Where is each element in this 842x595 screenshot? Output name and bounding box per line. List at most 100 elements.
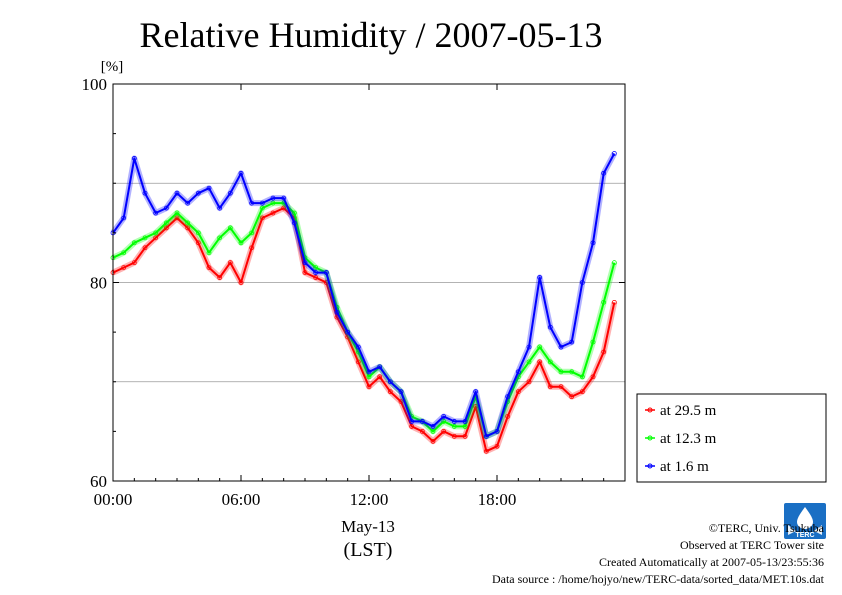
data-point (430, 428, 436, 434)
footer-source: Data source : /home/hojyo/new/TERC-data/… (491, 572, 824, 586)
data-point (131, 240, 137, 246)
data-point (163, 225, 169, 231)
axis-ticks: 60 80 100 00:00 06:00 12:00 18:00 (82, 75, 626, 509)
data-point (217, 275, 223, 280)
data-point (227, 225, 233, 231)
data-point (611, 299, 617, 305)
series-band (111, 205, 618, 455)
data-point (558, 344, 564, 350)
data-point (259, 215, 265, 221)
data-point (579, 374, 585, 380)
series-at-1-6-m (110, 151, 617, 440)
data-point (611, 151, 617, 156)
data-point (142, 190, 148, 196)
data-point (526, 344, 532, 350)
series-line (112, 202, 616, 438)
data-point (505, 414, 511, 419)
data-point (131, 156, 137, 161)
data-point (281, 195, 287, 201)
footer-created: Created Automatically at 2007-05-13/23:5… (599, 555, 824, 569)
x-axis-unit: (LST) (344, 539, 393, 561)
data-point (441, 419, 447, 424)
chart-title: Relative Humidity / 2007-05-13 (139, 15, 603, 55)
data-point (387, 389, 393, 395)
data-point (526, 379, 532, 385)
data-point (174, 215, 180, 221)
data-point (579, 389, 585, 395)
data-point (270, 210, 276, 216)
terc-logo: TERC (784, 503, 826, 539)
series-at-12-3-m (110, 200, 618, 440)
data-point (291, 210, 297, 216)
data-point (451, 424, 457, 429)
data-point (206, 185, 212, 191)
data-point (590, 374, 596, 380)
data-point (163, 205, 169, 211)
data-point (195, 230, 201, 236)
data-point (494, 428, 500, 434)
series-band (110, 152, 617, 440)
legend-marker (647, 463, 653, 469)
legend-label: at 1.6 m (660, 459, 709, 475)
data-point (537, 344, 543, 350)
data-point (547, 384, 553, 390)
data-point (526, 359, 532, 365)
data-point (377, 374, 383, 380)
x-tick-label: 12:00 (350, 490, 389, 509)
data-point (323, 270, 329, 275)
data-point (366, 374, 372, 380)
y-axis-label: [%] (101, 59, 124, 75)
data-point (483, 448, 489, 454)
data-point (441, 414, 447, 419)
data-point (366, 369, 372, 375)
data-point (153, 235, 159, 241)
data-point (462, 424, 468, 429)
svg-text:TERC: TERC (795, 532, 814, 539)
y-tick-label: 100 (82, 75, 108, 94)
y-tick-label: 60 (90, 472, 107, 491)
data-point (142, 245, 148, 251)
data-point (185, 225, 191, 231)
series-line (112, 207, 616, 453)
data-point (313, 270, 319, 275)
data-point (249, 245, 255, 251)
data-point (601, 299, 607, 305)
data-point (537, 275, 543, 280)
data-point (259, 205, 265, 211)
data-point (195, 190, 201, 196)
data-point (302, 260, 308, 266)
data-point (590, 240, 596, 246)
data-point (238, 170, 244, 176)
data-point (377, 364, 383, 370)
data-point (313, 265, 319, 271)
data-point (174, 210, 180, 216)
data-point (611, 260, 617, 266)
data-point (430, 424, 436, 429)
data-point (121, 265, 127, 271)
legend-box (636, 393, 827, 483)
legend-label: at 29.5 m (660, 403, 717, 419)
data-point (505, 394, 511, 400)
legend: at 29.5 m at 12.3 m at 1.6 m (636, 393, 827, 483)
data-point (334, 309, 340, 315)
data-point (185, 220, 191, 226)
data-point (398, 389, 404, 395)
data-point (206, 265, 212, 271)
series-band (111, 200, 618, 440)
series-lines (110, 151, 618, 455)
data-point (569, 339, 575, 345)
data-point (131, 260, 137, 266)
data-point (473, 389, 479, 395)
y-tick-label: 80 (90, 274, 107, 293)
data-point (483, 433, 489, 439)
legend-marker (647, 435, 653, 441)
data-point (163, 220, 169, 226)
data-point (398, 399, 404, 405)
data-point (569, 369, 575, 375)
data-point (494, 443, 500, 449)
data-point (270, 195, 276, 201)
data-point (217, 205, 223, 211)
data-point (259, 200, 265, 206)
data-point (174, 190, 180, 196)
